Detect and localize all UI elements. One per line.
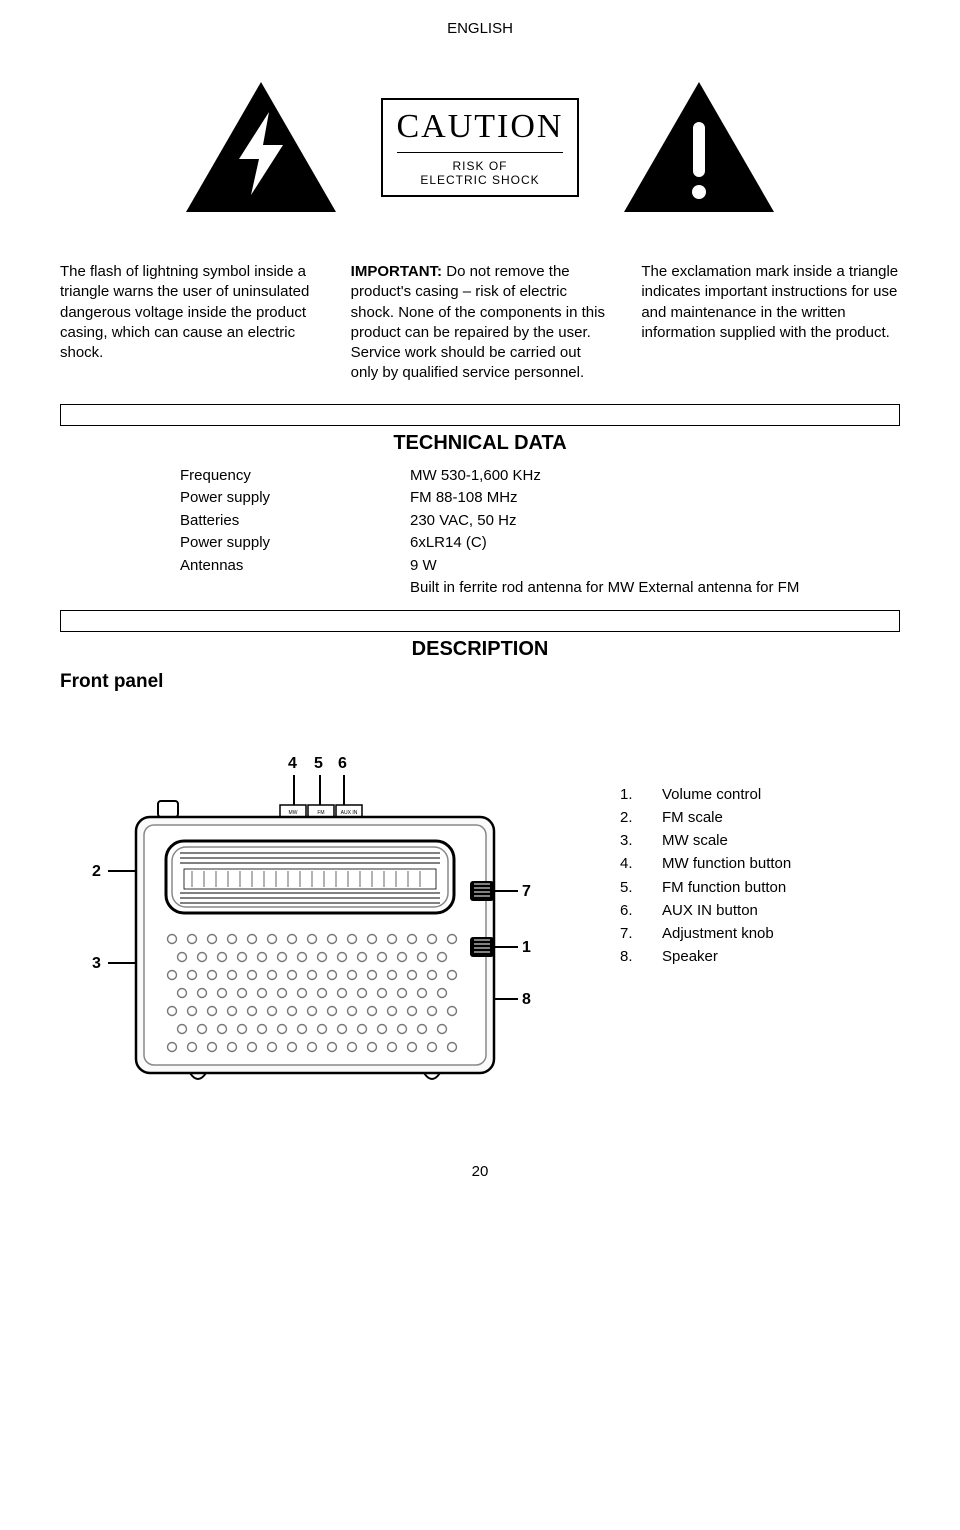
tech-value: 230 VAC, 50 Hz bbox=[410, 510, 799, 533]
caution-sub-2: ELECTRIC SHOCK bbox=[397, 173, 564, 187]
legend-list: 1.Volume control 2.FM scale 3.MW scale 4… bbox=[620, 783, 791, 969]
section-bar-tech bbox=[60, 404, 900, 426]
tech-value: MW 530-1,600 KHz bbox=[410, 465, 799, 488]
radio-diagram: 4 5 6 2 3 7 1 8 MW FM AUX IN bbox=[80, 723, 560, 1103]
callout-1: 1 bbox=[522, 939, 531, 957]
tech-value: Built in ferrite rod antenna for MW Exte… bbox=[410, 577, 799, 600]
tech-label: Antennas bbox=[180, 555, 330, 578]
svg-text:FM: FM bbox=[317, 810, 324, 816]
important-label: IMPORTANT: bbox=[351, 263, 442, 280]
callout-4: 4 bbox=[288, 755, 297, 773]
description-row: 4 5 6 2 3 7 1 8 MW FM AUX IN bbox=[60, 723, 900, 1103]
tech-label: Power supply bbox=[180, 532, 330, 555]
header-language: ENGLISH bbox=[60, 20, 900, 37]
legend-item: 7.Adjustment knob bbox=[620, 922, 791, 945]
exclamation-triangle-icon bbox=[619, 77, 779, 217]
legend-item: 3.MW scale bbox=[620, 829, 791, 852]
tech-label: Frequency bbox=[180, 465, 330, 488]
legend-item: 4.MW function button bbox=[620, 852, 791, 875]
callout-6: 6 bbox=[338, 755, 347, 773]
radio-front-panel-svg: MW FM AUX IN bbox=[80, 723, 560, 1103]
tech-labels-col: Frequency Power supply Batteries Power s… bbox=[180, 465, 330, 600]
warning-col-3: The exclamation mark inside a triangle i… bbox=[641, 262, 900, 384]
section-bar-desc bbox=[60, 610, 900, 632]
section-title-tech: TECHNICAL DATA bbox=[60, 432, 900, 455]
tech-value: FM 88-108 MHz bbox=[410, 487, 799, 510]
section-title-desc: DESCRIPTION bbox=[60, 638, 900, 661]
legend-item: 6.AUX IN button bbox=[620, 899, 791, 922]
warning-text-columns: The flash of lightning symbol inside a t… bbox=[60, 262, 900, 384]
legend-item: 5.FM function button bbox=[620, 876, 791, 899]
tech-label: Batteries bbox=[180, 510, 330, 533]
legend-item: 2.FM scale bbox=[620, 806, 791, 829]
tech-label: Power supply bbox=[180, 487, 330, 510]
important-body: Do not remove the product's casing – ris… bbox=[351, 263, 605, 381]
caution-sub-1: RISK OF bbox=[397, 159, 564, 173]
callout-3: 3 bbox=[92, 955, 101, 973]
tech-value: 9 W bbox=[410, 555, 799, 578]
callout-2: 2 bbox=[92, 863, 101, 881]
tech-value: 6xLR14 (C) bbox=[410, 532, 799, 555]
technical-data-table: Frequency Power supply Batteries Power s… bbox=[180, 465, 900, 600]
svg-text:AUX IN: AUX IN bbox=[341, 810, 358, 816]
caution-title: CAUTION bbox=[397, 108, 564, 146]
svg-text:MW: MW bbox=[289, 810, 298, 816]
callout-8: 8 bbox=[522, 991, 531, 1009]
warning-icons-row: CAUTION RISK OF ELECTRIC SHOCK bbox=[60, 77, 900, 217]
warning-col-2: IMPORTANT: Do not remove the product's c… bbox=[351, 262, 610, 384]
warning-col-1: The flash of lightning symbol inside a t… bbox=[60, 262, 319, 384]
caution-box: CAUTION RISK OF ELECTRIC SHOCK bbox=[381, 98, 580, 197]
lightning-triangle-icon bbox=[181, 77, 341, 217]
page-number: 20 bbox=[60, 1163, 900, 1180]
callout-5: 5 bbox=[314, 755, 323, 773]
legend-item: 8.Speaker bbox=[620, 945, 791, 968]
callout-7: 7 bbox=[522, 883, 531, 901]
front-panel-heading: Front panel bbox=[60, 671, 900, 693]
legend-item: 1.Volume control bbox=[620, 783, 791, 806]
tech-values-col: MW 530-1,600 KHz FM 88-108 MHz 230 VAC, … bbox=[410, 465, 799, 600]
